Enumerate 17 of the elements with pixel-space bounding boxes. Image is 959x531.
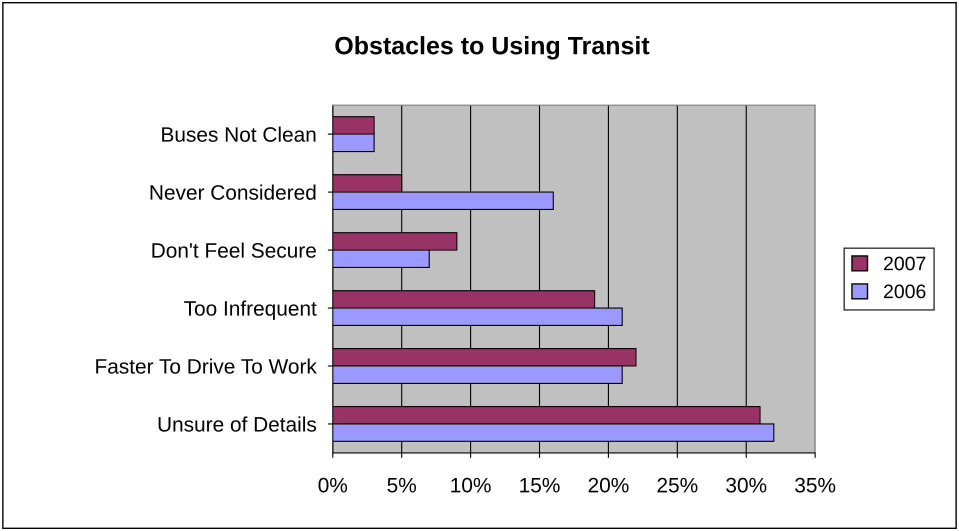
x-tick-label: 20% — [588, 478, 629, 493]
y-tick-label: Buses Not Clean — [162, 126, 316, 142]
y-tick-label: Don't Feel Secure — [152, 242, 316, 258]
legend-label: 2007 — [884, 256, 926, 270]
x-tick-label: 25% — [658, 478, 698, 493]
x-tick-label: 15% — [520, 478, 560, 493]
y-tick-label: Unsure of Details — [158, 416, 316, 432]
y-tick-label: Faster To Drive To Work — [96, 358, 317, 374]
y-tick-label: Never Considered — [150, 184, 316, 200]
x-tick-label: 35% — [795, 478, 836, 493]
x-tick-label: 5% — [387, 478, 416, 493]
legend-label: 2006 — [884, 284, 926, 298]
x-tick-label: 10% — [451, 478, 491, 493]
x-tick-label: 0% — [318, 478, 348, 493]
y-tick-label: Too Infrequent — [184, 300, 317, 320]
x-tick-label: 30% — [726, 478, 766, 493]
chart-title: Obstacles to Using Transit — [335, 36, 650, 60]
